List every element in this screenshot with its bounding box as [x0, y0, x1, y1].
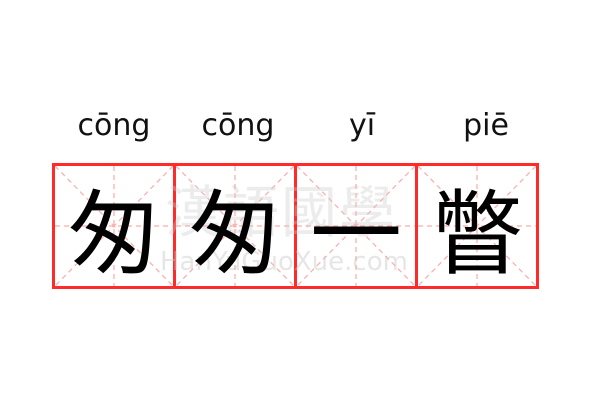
character-cell: 瞥: [415, 163, 539, 289]
character-grid: 匆 匆 一 瞥: [52, 163, 549, 289]
pinyin-3: piē: [463, 108, 509, 143]
character: 瞥: [430, 180, 523, 288]
character: 一: [309, 180, 402, 288]
guide-lines: [55, 166, 173, 286]
guide-lines: [418, 166, 536, 286]
guide-lines: [176, 166, 294, 286]
character-cell: 匆: [52, 163, 176, 289]
watermark-chinese: 漢語國學: [165, 181, 397, 246]
pinyin-0: cōng: [77, 108, 151, 143]
character: 匆: [188, 180, 281, 288]
watermark-latin: HanYuGuoXue.com: [160, 247, 408, 277]
character-cell: 一: [294, 163, 418, 289]
pinyin-2: yī: [348, 108, 376, 143]
guide-lines: [297, 166, 415, 286]
pinyin-1: cōng: [201, 108, 275, 143]
character-cell: 匆: [173, 163, 297, 289]
character: 匆: [67, 180, 160, 288]
